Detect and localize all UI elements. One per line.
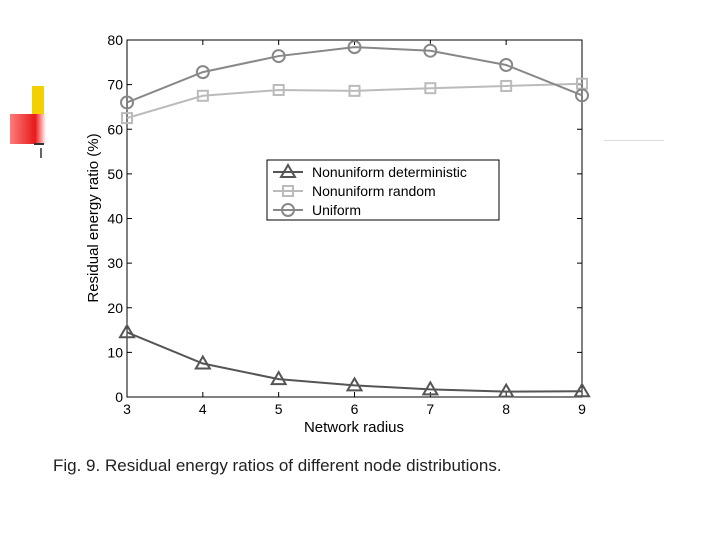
figure-caption: Fig. 9. Residual energy ratios of differ… <box>53 456 502 475</box>
legend-marker-circle <box>281 203 295 217</box>
y-tick-label: 60 <box>107 121 123 137</box>
decorative-line <box>604 140 664 141</box>
y-tick-label: 50 <box>107 166 123 182</box>
data-point-triangle <box>345 376 364 392</box>
x-tick-label: 6 <box>351 401 359 417</box>
data-point-circle <box>575 88 589 103</box>
legend-label: Nonuniform deterministic <box>312 164 467 180</box>
legend-box <box>266 159 500 221</box>
y-tick-label: 10 <box>107 344 123 360</box>
series-group <box>118 40 591 398</box>
data-point-triangle <box>118 323 136 339</box>
data-point-square <box>121 112 133 125</box>
decorative-dash <box>34 143 44 145</box>
decorative-yellow-bar <box>32 86 44 116</box>
data-point-circle <box>195 65 210 80</box>
data-point-triangle <box>421 380 440 396</box>
y-tick-label: 70 <box>107 77 123 93</box>
y-tick-label: 30 <box>107 255 123 271</box>
data-point-circle <box>271 49 286 64</box>
legend-label: Nonuniform random <box>312 183 436 199</box>
x-tick-label: 9 <box>578 401 586 417</box>
series-line-circle <box>126 46 583 104</box>
decorative-tick <box>40 148 42 158</box>
data-point-circle <box>120 95 134 110</box>
y-tick-label: 80 <box>107 32 123 48</box>
y-axis-label: Residual energy ratio (%) <box>85 133 102 302</box>
data-point-square <box>196 89 209 102</box>
legend-label: Uniform <box>312 202 361 218</box>
data-point-square <box>272 83 285 96</box>
x-tick-label: 4 <box>199 401 207 417</box>
data-point-triangle <box>269 370 288 386</box>
data-point-circle <box>499 57 514 72</box>
legend: Nonuniform deterministic Nonuniform rando… <box>266 159 500 221</box>
y-tick-label: 0 <box>115 389 123 405</box>
data-point-circle <box>347 40 362 55</box>
legend-marker-square <box>282 185 294 197</box>
x-tick-label: 3 <box>123 401 131 417</box>
legend-marker-triangle <box>279 163 297 178</box>
data-point-square <box>500 79 513 92</box>
x-tick-label: 5 <box>275 401 283 417</box>
decorative-red-bar <box>10 114 46 144</box>
data-point-triangle <box>194 354 212 370</box>
y-tick-label: 20 <box>107 300 123 316</box>
series-line-triangle <box>126 331 583 393</box>
x-tick-label: 8 <box>502 401 510 417</box>
data-point-triangle <box>573 382 591 398</box>
axis-ticks: 0 10 20 30 40 50 60 70 80 3 4 5 6 7 8 9 <box>107 32 586 417</box>
y-tick-label: 40 <box>107 211 123 227</box>
data-point-square <box>348 84 361 97</box>
data-point-circle <box>423 43 438 58</box>
x-tick-label: 7 <box>426 401 434 417</box>
data-point-square <box>424 82 437 95</box>
x-axis-label: Network radius <box>304 419 404 436</box>
series-line-square <box>126 82 583 120</box>
data-point-triangle <box>497 382 515 398</box>
